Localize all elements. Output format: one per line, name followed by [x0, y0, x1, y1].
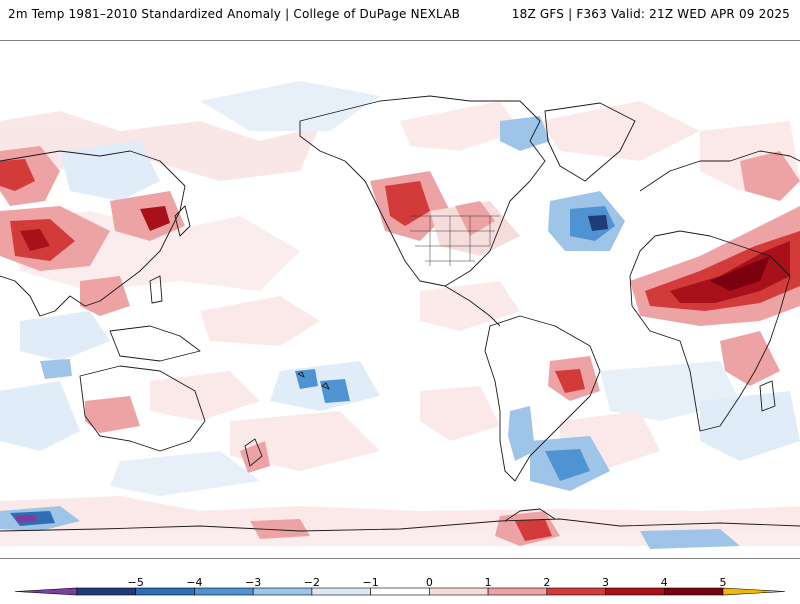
colorbar-swatch	[135, 587, 195, 596]
colorbar-tick-label: −3	[245, 576, 262, 589]
anomaly-map	[0, 40, 800, 559]
colorbar-swatch	[370, 587, 430, 596]
colorbar: −5 −4 −3 −2 −1 0 1 2 3 4 5	[0, 566, 800, 600]
background-anomaly-field	[0, 81, 800, 546]
map-title: 2m Temp 1981–2010 Standardized Anomaly |…	[8, 7, 461, 21]
state-borders	[410, 215, 500, 266]
colorbar-tick-label: 0	[425, 576, 433, 589]
model-run-info: 18Z GFS | F363 Valid: 21Z WED APR 09 202…	[511, 7, 790, 21]
colorbar-swatch	[487, 587, 548, 596]
colorbar-tick-label: 5	[719, 576, 727, 589]
colorbar-swatches	[14, 587, 786, 596]
colorbar-tick-label: −1	[362, 576, 379, 589]
colorbar-tick-label: −5	[127, 576, 144, 589]
colorbar-tick-label: 2	[543, 576, 551, 589]
colorbar-swatch	[546, 587, 606, 596]
colorbar-swatch	[194, 587, 254, 596]
colorbar-svg	[14, 587, 786, 596]
colorbar-swatch	[311, 587, 371, 596]
anomaly-map-canvas	[0, 81, 800, 549]
colorbar-tick-label: 3	[602, 576, 610, 589]
colorbar-tick-label: −2	[303, 576, 321, 589]
colorbar-swatch	[663, 587, 724, 596]
colorbar-swatch	[605, 587, 665, 596]
strong-anomaly-field	[0, 116, 800, 549]
colorbar-max-triangle	[722, 587, 786, 596]
colorbar-swatch	[429, 587, 489, 596]
colorbar-tick-label: 4	[660, 576, 668, 589]
colorbar-tick-label: 1	[484, 576, 492, 589]
colorbar-swatch	[252, 587, 313, 596]
colorbar-tick-label: −4	[186, 576, 203, 589]
colorbar-swatch	[76, 587, 137, 596]
coastlines	[0, 95, 800, 532]
header: 2m Temp 1981–2010 Standardized Anomaly |…	[0, 0, 800, 30]
colorbar-min-triangle	[14, 587, 78, 596]
